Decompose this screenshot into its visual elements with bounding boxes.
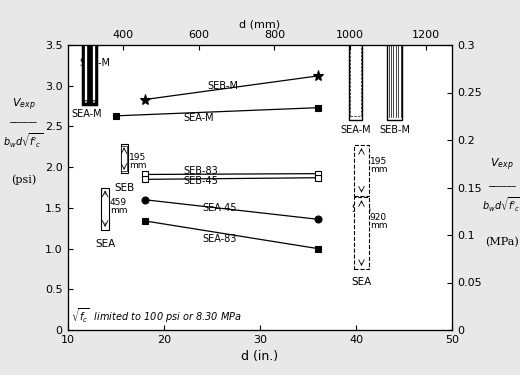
Text: SEA-M: SEA-M: [183, 113, 214, 123]
Text: mm: mm: [370, 221, 387, 230]
Text: $b_wd\sqrt{f'_c}$: $b_wd\sqrt{f'_c}$: [3, 131, 44, 150]
Text: 459: 459: [110, 198, 127, 207]
Text: 195: 195: [128, 153, 146, 162]
Text: $\sqrt{f_c}$  limited to 100 psi or 8.30 MPa: $\sqrt{f_c}$ limited to 100 psi or 8.30 …: [71, 306, 242, 325]
X-axis label: d (mm): d (mm): [239, 20, 281, 29]
Text: SEA-45: SEA-45: [202, 203, 237, 213]
Bar: [92, 44, 95, 100]
Text: SEA: SEA: [352, 277, 372, 287]
X-axis label: d (in.): d (in.): [241, 350, 279, 363]
Text: SEB: SEB: [114, 183, 134, 194]
Text: $V_{exp}$: $V_{exp}$: [11, 97, 35, 113]
Text: mm: mm: [110, 206, 127, 215]
Text: ──────: ──────: [488, 181, 516, 190]
Bar: [387, 30, 402, 120]
Text: (psi): (psi): [11, 175, 36, 185]
Text: $V_{exp}$: $V_{exp}$: [490, 157, 514, 173]
Bar: [84, 44, 87, 100]
Text: SEA-M: SEA-M: [72, 108, 102, 118]
Bar: [101, 188, 109, 230]
Bar: [121, 146, 127, 171]
Text: $b_wd\sqrt{f'_c}$: $b_wd\sqrt{f'_c}$: [482, 195, 520, 214]
Bar: [90, 40, 96, 104]
Text: SEB-M: SEB-M: [80, 58, 111, 68]
Text: SEB-M: SEB-M: [379, 125, 410, 135]
Text: SEB-45: SEB-45: [183, 176, 218, 186]
Text: mm: mm: [370, 165, 387, 174]
Bar: [121, 144, 128, 173]
Text: 195: 195: [370, 157, 387, 166]
Bar: [348, 30, 362, 120]
Bar: [350, 34, 360, 116]
Bar: [83, 40, 88, 104]
Text: SEB: SEB: [352, 204, 372, 214]
Text: SEB-83: SEB-83: [183, 166, 218, 176]
Text: (MPa): (MPa): [485, 237, 518, 247]
Text: ──────: ──────: [9, 117, 37, 126]
Text: SEA: SEA: [95, 239, 115, 249]
Text: 920: 920: [370, 213, 387, 222]
Text: mm: mm: [128, 161, 146, 170]
Text: SEB-M: SEB-M: [207, 81, 238, 91]
Text: SEA-83: SEA-83: [202, 234, 237, 244]
Text: SEA-M: SEA-M: [340, 125, 371, 135]
Bar: [354, 145, 369, 196]
Bar: [354, 197, 369, 269]
